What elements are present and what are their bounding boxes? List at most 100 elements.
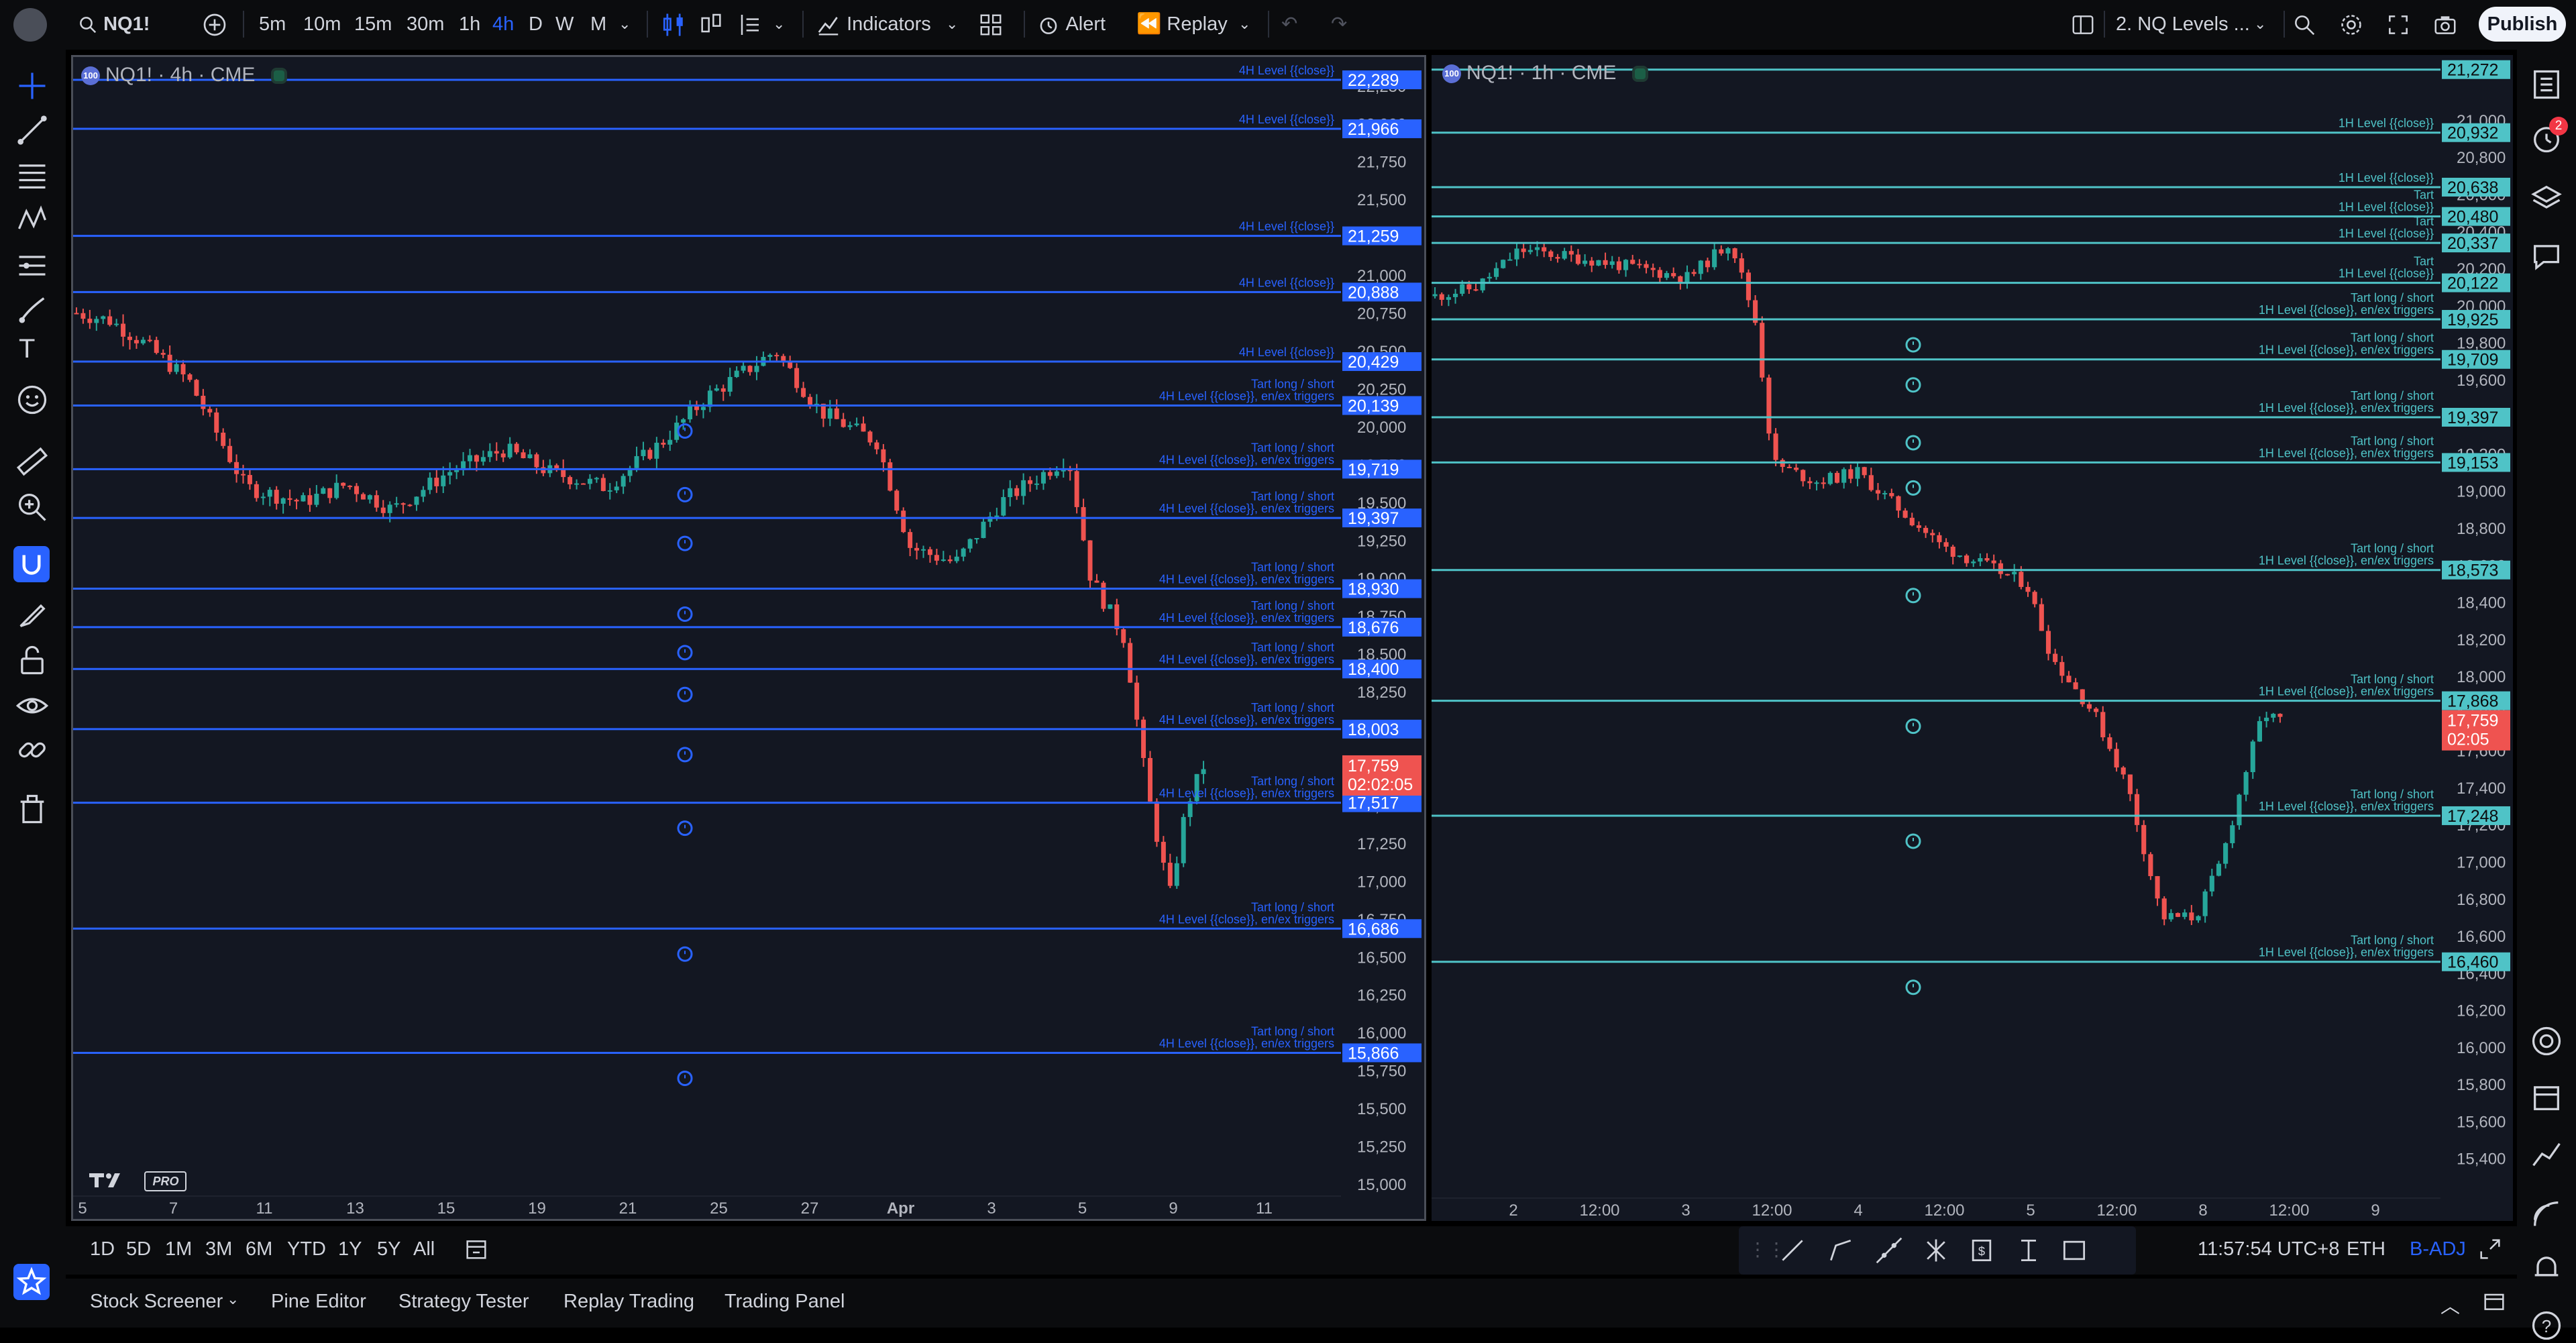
add-symbol-icon[interactable] (201, 8, 228, 40)
calendar-icon[interactable] (2529, 1080, 2564, 1115)
pattern-icon[interactable] (15, 203, 50, 237)
range-6m[interactable]: 6M (246, 1238, 273, 1260)
range-ytd[interactable]: YTD (287, 1238, 326, 1260)
range-all[interactable]: All (413, 1238, 435, 1260)
ruler-icon[interactable] (15, 444, 50, 479)
tab-strategy-tester[interactable]: Strategy Tester (398, 1291, 529, 1312)
layers-icon[interactable] (2529, 181, 2564, 216)
session-toggle[interactable]: ETH (2347, 1238, 2385, 1260)
drawing-mode-icon[interactable] (15, 597, 50, 632)
brush-icon[interactable] (15, 292, 50, 327)
broadcast-icon[interactable] (2529, 1197, 2564, 1232)
fullscreen-icon[interactable] (2385, 8, 2411, 40)
alerts-clock-icon[interactable] (2529, 121, 2564, 156)
interval-15m[interactable]: 15m (354, 13, 392, 35)
interval-4h[interactable]: 4h (492, 13, 515, 35)
eye-icon[interactable] (15, 688, 50, 723)
bars-chart-type-icon[interactable] (698, 8, 724, 40)
interval-10m[interactable]: 10m (303, 13, 341, 35)
user-avatar[interactable] (13, 8, 47, 42)
trend-line-icon[interactable] (15, 113, 50, 148)
chat-icon[interactable] (2529, 239, 2564, 274)
range-1m[interactable]: 1M (165, 1238, 193, 1260)
chart-canvas-4h[interactable]: 22,25022,00021,75021,50021,25021,00020,7… (73, 57, 1424, 1219)
tab-stock-screener[interactable]: Stock Screener (90, 1291, 223, 1312)
replay-button[interactable]: ⏪ Replay (1136, 8, 1228, 40)
chevron-down-icon[interactable]: ⌄ (619, 15, 631, 32)
target-icon[interactable] (2529, 1024, 2564, 1059)
alert-button[interactable]: Alert (1036, 8, 1106, 40)
interval-30m[interactable]: 30m (407, 13, 445, 35)
restore-panel-icon[interactable] (2481, 1288, 2508, 1320)
range-3m[interactable]: 3M (205, 1238, 233, 1260)
chevron-down-icon[interactable]: ⌄ (1238, 15, 1251, 32)
symbol-search[interactable]: NQ1! (78, 8, 150, 40)
candle-body (661, 442, 666, 445)
chevron-up-icon[interactable]: ︿ (2440, 1296, 2461, 1318)
forecast-icon[interactable] (15, 248, 50, 283)
range-1d[interactable]: 1D (90, 1238, 115, 1260)
templates-icon[interactable] (978, 8, 1004, 40)
compare-icon[interactable] (735, 8, 762, 40)
quick-search-icon[interactable] (2292, 8, 2317, 40)
rectangle-tool-icon[interactable] (2059, 1236, 2089, 1265)
clock-readout[interactable]: 11:57:54 UTC+8 (2198, 1238, 2340, 1260)
chart-canvas-1h[interactable]: 21,00020,80020,60020,40020,20020,00019,8… (1432, 55, 2513, 1221)
candles-chart-type-icon[interactable] (659, 8, 688, 40)
extended-line-icon[interactable] (1874, 1236, 1904, 1265)
chevron-down-icon[interactable]: ⌄ (2254, 15, 2267, 32)
line-tool-icon[interactable] (1778, 1236, 1807, 1265)
maximize-icon[interactable] (2477, 1236, 2504, 1268)
price-range-icon[interactable]: $ (1967, 1236, 1996, 1265)
date-range-icon[interactable] (2014, 1236, 2043, 1265)
chevron-down-icon[interactable]: ⌄ (773, 15, 786, 32)
candle-body (861, 423, 866, 432)
interval-w[interactable]: W (555, 13, 574, 35)
undo-icon[interactable]: ↶ (1281, 13, 1298, 35)
crosshair-icon[interactable] (15, 68, 50, 103)
fib-retracement-icon[interactable] (15, 158, 50, 193)
chart-pane-4h[interactable]: 22,25022,00021,75021,50021,25021,00020,7… (71, 55, 1426, 1221)
range-5d[interactable]: 5D (126, 1238, 152, 1260)
tab-replay-trading[interactable]: Replay Trading (564, 1291, 695, 1312)
zoom-in-icon[interactable] (15, 490, 50, 525)
range-5y[interactable]: 5Y (377, 1238, 401, 1260)
lock-icon[interactable] (15, 643, 50, 678)
candle-body (894, 490, 900, 511)
chart-icon[interactable] (2529, 1136, 2564, 1171)
interval-m[interactable]: M (590, 13, 607, 35)
publish-button[interactable]: Publish (2479, 7, 2566, 42)
link-icon[interactable] (15, 733, 50, 767)
settings-gear-icon[interactable] (2339, 8, 2364, 40)
go-to-date-icon[interactable] (463, 1236, 490, 1268)
favorites-star-icon[interactable] (13, 1264, 50, 1300)
chevron-down-icon[interactable]: ⌄ (946, 15, 959, 32)
path-tool-icon[interactable] (1826, 1236, 1856, 1265)
tab-trading-panel[interactable]: Trading Panel (724, 1291, 845, 1312)
chevron-down-icon[interactable]: ⌄ (227, 1291, 239, 1307)
notifications-bell-icon[interactable] (2529, 1250, 2564, 1285)
indicators-button[interactable]: Indicators (816, 8, 931, 40)
help-icon[interactable]: ? (2529, 1308, 2564, 1343)
range-1y[interactable]: 1Y (338, 1238, 362, 1260)
price-tick-label: 16,600 (2457, 928, 2506, 946)
magnet-icon[interactable] (13, 546, 50, 582)
text-tool-icon[interactable]: T (19, 334, 36, 364)
adjustment-toggle[interactable]: B-ADJ (2410, 1238, 2466, 1260)
redo-icon[interactable]: ↷ (1331, 13, 1348, 35)
interval-d[interactable]: D (529, 13, 543, 35)
layout-name-dropdown[interactable]: 2. NQ Levels ... (2116, 13, 2250, 35)
layout-panel-icon[interactable] (2070, 8, 2096, 40)
camera-icon[interactable] (2432, 8, 2458, 40)
watchlist-icon[interactable] (2529, 67, 2564, 102)
drag-handle-icon[interactable]: ⋮⋮ (1748, 1239, 1786, 1260)
chart-pane-1h[interactable]: 21,00020,80020,60020,40020,20020,00019,8… (1432, 55, 2513, 1221)
pitchfork-icon[interactable] (1921, 1236, 1951, 1265)
candle-body (254, 484, 259, 498)
interval-1h[interactable]: 1h (459, 13, 481, 35)
interval-5m[interactable]: 5m (259, 13, 286, 35)
tab-pine-editor[interactable]: Pine Editor (271, 1291, 366, 1312)
trash-icon[interactable] (15, 792, 50, 826)
emoji-icon[interactable] (15, 382, 50, 417)
date-tick-label: 12:00 (1924, 1201, 1964, 1220)
